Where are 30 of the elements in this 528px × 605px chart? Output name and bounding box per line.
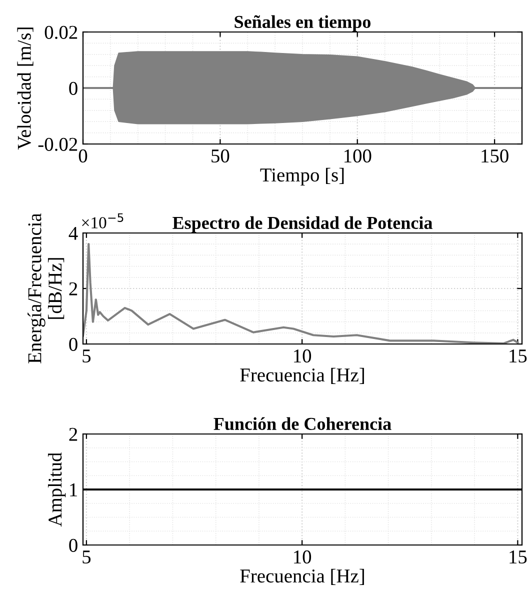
text: ×10$^{−5}$ (82, 213, 124, 228)
x-tick-label: 0 (78, 149, 88, 163)
y-tick-label: 1 (70, 483, 77, 496)
y-tick-label: 0.02 (44, 26, 78, 40)
chart-title: Espectro de Densidad de Potencia (172, 216, 432, 233)
x-tick-label: 15 (510, 350, 527, 363)
x-axis-title: Frecuencia [Hz] (240, 568, 364, 585)
y-tick-label: 2 (69, 428, 78, 441)
x-tick-label: 5 (82, 350, 91, 363)
x-axis-title: Frecuencia [Hz] (240, 368, 364, 384)
y-axis-title: Energía/Frecuencia [dB/Hz] (28, 213, 64, 364)
y-tick-label: 0 (69, 82, 78, 95)
y-tick-label: 4 (68, 226, 78, 240)
y-axis-title: Velocidad [m/s] (17, 28, 34, 150)
y-tick-label: -0.02 (38, 138, 78, 152)
y-tick-label: 0 (69, 538, 78, 552)
chart-title: Señales en tiempo (234, 15, 371, 32)
x-tick-label: 15 (510, 550, 527, 564)
y-tick-label: 2 (69, 282, 78, 296)
y-tick-label: 0 (69, 338, 78, 351)
x-tick-label: 5 (82, 550, 91, 564)
x-tick-label: 10 (294, 550, 312, 564)
x-tick-label: 150 (482, 149, 508, 163)
line-series (83, 243, 519, 344)
x-tick-label: 100 (344, 149, 372, 163)
chart-title: Función de Coherencia (214, 417, 392, 430)
x-axis-title: Tiempo [s] (260, 168, 344, 186)
y-axis-title: Amplitud (48, 452, 66, 527)
x-tick-label: 50 (212, 149, 230, 163)
x-tick-label: 10 (294, 349, 312, 363)
